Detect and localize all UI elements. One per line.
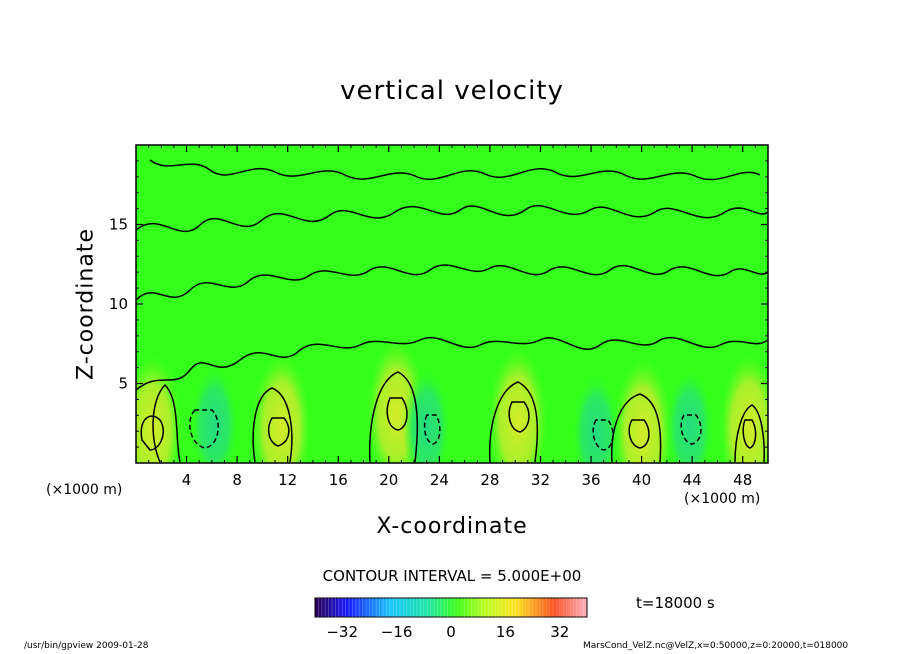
x-tick-label: 28 bbox=[480, 471, 499, 489]
contour-line bbox=[423, 414, 441, 445]
contour-line bbox=[136, 264, 768, 301]
x-axis-unit-right: (×1000 m) bbox=[684, 491, 761, 507]
updraft-cell-1 bbox=[251, 353, 312, 463]
updraft-cell-4 bbox=[612, 357, 673, 463]
contour-line bbox=[136, 204, 768, 233]
updraft-cell-3 bbox=[487, 346, 548, 463]
colorbar-tick-label: 0 bbox=[446, 623, 456, 641]
y-tick-label: 10 bbox=[109, 295, 128, 313]
contour-line bbox=[267, 417, 290, 447]
contour-line bbox=[136, 337, 768, 391]
x-tick-label: 36 bbox=[581, 471, 600, 489]
y-axis: 5 10 15 bbox=[109, 160, 768, 448]
contour-line bbox=[680, 414, 702, 445]
updraft-cell-0 bbox=[136, 354, 183, 463]
contour-line bbox=[152, 383, 181, 463]
contour-line bbox=[140, 415, 164, 451]
contour-line bbox=[611, 393, 662, 463]
colorbar-tick-label: 16 bbox=[496, 623, 515, 641]
contour-line bbox=[592, 419, 614, 451]
contour-line bbox=[742, 419, 757, 449]
contour-line bbox=[386, 397, 408, 431]
x-tick-label: 4 bbox=[182, 471, 192, 489]
contour-line bbox=[734, 404, 765, 463]
colorbar-tick-label: −32 bbox=[326, 623, 358, 641]
contour-interval-label: CONTOUR INTERVAL = 5.000E+00 bbox=[322, 567, 582, 585]
x-tick-label: 48 bbox=[733, 471, 752, 489]
cells-layer bbox=[136, 338, 768, 463]
contour-line bbox=[628, 419, 650, 449]
contour-line bbox=[369, 371, 419, 463]
time-label: t=18000 s bbox=[636, 594, 715, 612]
colorbar-tick-label: 32 bbox=[550, 623, 569, 641]
y-tick-label: 15 bbox=[109, 216, 128, 234]
x-tick-label: 8 bbox=[232, 471, 242, 489]
y-axis-label: Z-coordinate bbox=[73, 228, 99, 380]
contour-line bbox=[489, 381, 539, 463]
footer-source: MarsCond_VelZ.nc@VelZ,x=0:50000,z=0:2000… bbox=[583, 641, 849, 651]
contours-layer bbox=[136, 159, 768, 463]
contour-line bbox=[189, 409, 219, 449]
downdraft-cell-2 bbox=[572, 372, 621, 463]
contour-line bbox=[252, 387, 293, 463]
colorbar: −32 −16 0 16 32 bbox=[314, 597, 588, 641]
x-axis-label: X-coordinate bbox=[376, 514, 528, 539]
x-tick-label: 24 bbox=[430, 471, 449, 489]
colorbar-ramp bbox=[314, 597, 588, 618]
x-tick-label: 32 bbox=[531, 471, 550, 489]
colorbar-tick-label: −16 bbox=[381, 623, 413, 641]
x-tick-label: 44 bbox=[683, 471, 702, 489]
x-tick-label: 12 bbox=[278, 471, 297, 489]
footer-program-date: /usr/bin/gpview 2009-01-28 bbox=[24, 641, 149, 651]
downdraft-cell-0 bbox=[190, 364, 239, 463]
chart-title: vertical velocity bbox=[340, 76, 564, 106]
x-tick-label: 16 bbox=[329, 471, 348, 489]
y-tick-label: 5 bbox=[118, 375, 128, 393]
contour-line bbox=[508, 401, 530, 433]
contour-line bbox=[149, 159, 761, 181]
x-tick-label: 40 bbox=[632, 471, 651, 489]
x-axis-unit-left: (×1000 m) bbox=[46, 482, 123, 498]
x-axis: 4 8 12 16 20 24 28 32 36 40 44 48 bbox=[148, 145, 756, 489]
x-tick-label: 20 bbox=[379, 471, 398, 489]
